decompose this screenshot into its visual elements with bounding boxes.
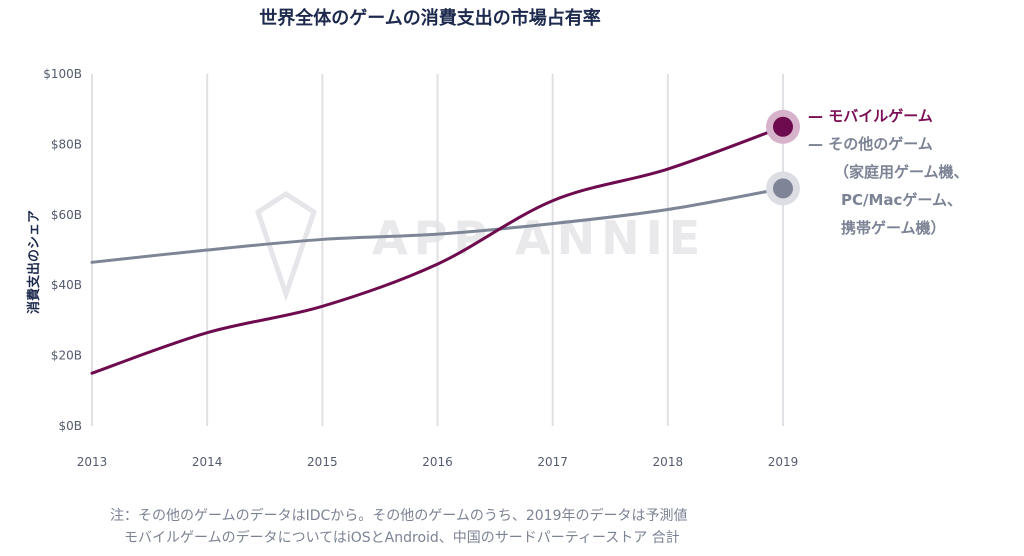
legend-other-line: （家庭用ゲーム機、	[834, 163, 969, 181]
y-axis-ticks: $0B $20B $40B $60B $80B $100B	[43, 67, 82, 433]
y-tick-label: $100B	[43, 67, 82, 81]
legend: — モバイルゲーム — その他のゲーム （家庭用ゲーム機、 PC/Macゲーム、…	[808, 107, 969, 237]
footnote-line-1: 注：その他のゲームのデータはIDCから。その他のゲームのうち、2019年のデータ…	[110, 508, 688, 524]
series-line-other	[90, 186, 785, 264]
x-tick-label: 2016	[422, 455, 453, 469]
legend-mobile: — モバイルゲーム	[808, 107, 933, 125]
x-tick-label: 2015	[307, 455, 338, 469]
watermark-text: APP ANNIE	[372, 211, 706, 265]
y-tick-label: $0B	[58, 419, 82, 433]
endpoint-marker-other	[773, 178, 793, 199]
x-tick-label: 2017	[537, 455, 568, 469]
footnote-line-2: モバイルゲームのデータについてはiOSとAndroid、中国のサードパーティース…	[124, 530, 680, 546]
y-tick-label: $60B	[51, 208, 82, 222]
x-tick-label: 2019	[768, 455, 799, 469]
endpoint-marker-mobile	[773, 116, 793, 137]
series-lines	[90, 109, 800, 375]
legend-other-line: 携帯ゲーム機）	[841, 219, 946, 237]
x-axis-ticks: 2013 2014 2015 2016 2017 2018 2019	[77, 455, 799, 469]
x-tick-label: 2014	[192, 455, 223, 469]
watermark-diamond-icon	[255, 191, 317, 302]
x-tick-label: 2013	[77, 455, 108, 469]
y-tick-label: $40B	[51, 278, 82, 292]
y-tick-label: $80B	[51, 137, 82, 151]
y-axis-label: 消費支出のシェア	[26, 210, 42, 314]
legend-other-line: PC/Macゲーム、	[841, 191, 962, 209]
watermark: APP ANNIE	[255, 191, 706, 302]
series-line-mobile	[90, 125, 785, 375]
legend-other: — その他のゲーム	[808, 135, 933, 153]
y-tick-label: $20B	[51, 349, 82, 363]
x-tick-label: 2018	[653, 455, 684, 469]
chart-title: 世界全体のゲームの消費支出の市場占有率	[259, 8, 601, 29]
